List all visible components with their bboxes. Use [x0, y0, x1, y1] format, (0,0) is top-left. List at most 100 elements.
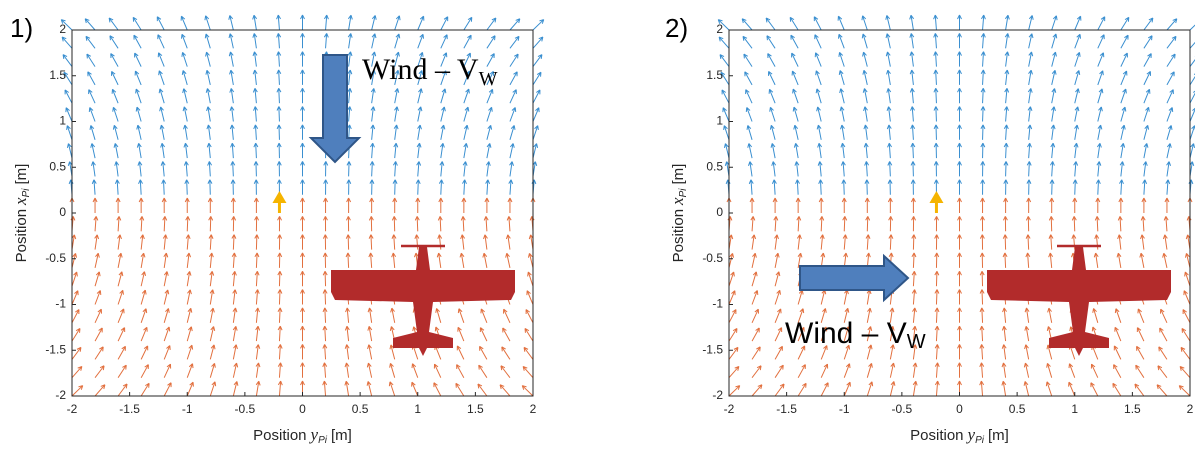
field-arrow	[889, 307, 895, 323]
field-arrow	[842, 216, 848, 232]
field-arrow	[818, 179, 824, 195]
field-arrow	[774, 364, 784, 378]
field-arrow	[417, 124, 422, 140]
field-arrow	[840, 142, 846, 159]
field-arrow	[94, 327, 103, 342]
field-arrow	[820, 326, 828, 342]
annotation: Wind – VW	[362, 53, 498, 90]
field-arrow	[463, 88, 470, 104]
field-arrow	[795, 179, 800, 195]
field-arrow	[933, 14, 938, 31]
field-arrow	[505, 234, 511, 250]
field-arrow	[793, 124, 799, 140]
x-axis-label: Position yPi [m]	[253, 425, 352, 446]
field-arrow	[1134, 383, 1145, 397]
field-arrow	[345, 307, 350, 323]
field-arrow	[841, 179, 847, 195]
field-arrow	[232, 326, 238, 342]
field-arrow	[483, 234, 488, 250]
field-arrow	[186, 307, 193, 323]
field-arrow	[206, 124, 212, 140]
field-arrow	[484, 197, 490, 213]
field-arrow	[163, 382, 172, 397]
field-arrow	[771, 161, 777, 177]
field-arrow	[1074, 15, 1082, 31]
field-arrow	[980, 69, 986, 85]
field-arrow	[1166, 53, 1176, 67]
field-arrow	[140, 345, 149, 360]
field-arrow	[979, 234, 985, 250]
field-arrow	[866, 362, 873, 378]
field-arrow	[115, 197, 121, 213]
field-arrow	[158, 70, 165, 86]
field-arrow	[463, 124, 469, 140]
field-arrow	[1004, 88, 1010, 104]
field-arrow	[1045, 381, 1053, 397]
field-arrow	[934, 380, 940, 397]
field-arrow	[1141, 197, 1147, 213]
field-arrow	[64, 89, 73, 104]
field-arrow	[751, 271, 758, 287]
field-arrow	[1004, 106, 1009, 122]
field-arrow	[769, 124, 776, 140]
field-arrow	[255, 362, 261, 378]
field-arrow	[1051, 33, 1058, 49]
field-arrow	[157, 52, 165, 67]
field-arrow	[323, 216, 328, 232]
field-arrow	[347, 88, 353, 104]
x-tick-label: -1.5	[119, 402, 140, 416]
field-arrow	[522, 365, 534, 379]
field-arrow	[277, 325, 283, 342]
field-arrow	[440, 16, 449, 31]
field-arrow	[345, 234, 351, 250]
field-arrow	[206, 106, 211, 122]
field-arrow	[1046, 362, 1053, 378]
field-arrow	[887, 179, 893, 195]
field-arrow	[322, 380, 328, 397]
field-arrow	[793, 143, 799, 159]
field-arrow	[300, 325, 305, 342]
field-arrow	[1023, 362, 1030, 378]
field-arrow	[182, 88, 188, 104]
y-tick-label: 0	[716, 205, 723, 219]
field-arrow	[346, 179, 352, 195]
field-arrow	[933, 33, 939, 49]
field-arrow	[1096, 142, 1102, 159]
field-arrow	[117, 271, 124, 287]
field-arrow	[252, 69, 258, 85]
field-arrow	[797, 382, 807, 397]
field-arrow	[392, 161, 398, 177]
field-arrow	[909, 33, 915, 49]
field-arrow	[253, 124, 259, 140]
field-arrow	[140, 271, 147, 287]
field-arrow	[866, 307, 872, 323]
field-arrow	[159, 106, 165, 122]
field-arrow	[979, 344, 985, 360]
field-arrow	[748, 179, 754, 195]
field-arrow	[277, 380, 283, 397]
field-arrow	[838, 33, 845, 49]
field-arrow	[460, 234, 466, 250]
field-arrow	[909, 51, 915, 67]
field-arrow	[911, 270, 917, 287]
field-arrow	[300, 197, 305, 213]
field-arrow	[255, 380, 261, 397]
field-arrow	[980, 51, 986, 67]
field-arrow	[205, 51, 211, 67]
field-arrow	[253, 197, 259, 213]
field-arrow	[1166, 18, 1178, 31]
field-arrow	[957, 344, 962, 360]
field-arrow	[1116, 252, 1122, 268]
field-arrow	[232, 362, 239, 378]
field-arrow	[1072, 179, 1078, 195]
field-arrow	[300, 142, 305, 159]
field-arrow	[84, 18, 96, 31]
field-arrow	[1179, 365, 1191, 379]
field-arrow	[816, 106, 822, 122]
field-arrow	[344, 362, 350, 378]
field-arrow	[957, 325, 962, 342]
field-arrow	[789, 16, 799, 31]
field-arrow	[934, 362, 940, 378]
field-arrow	[277, 216, 282, 232]
field-arrow	[722, 107, 730, 122]
